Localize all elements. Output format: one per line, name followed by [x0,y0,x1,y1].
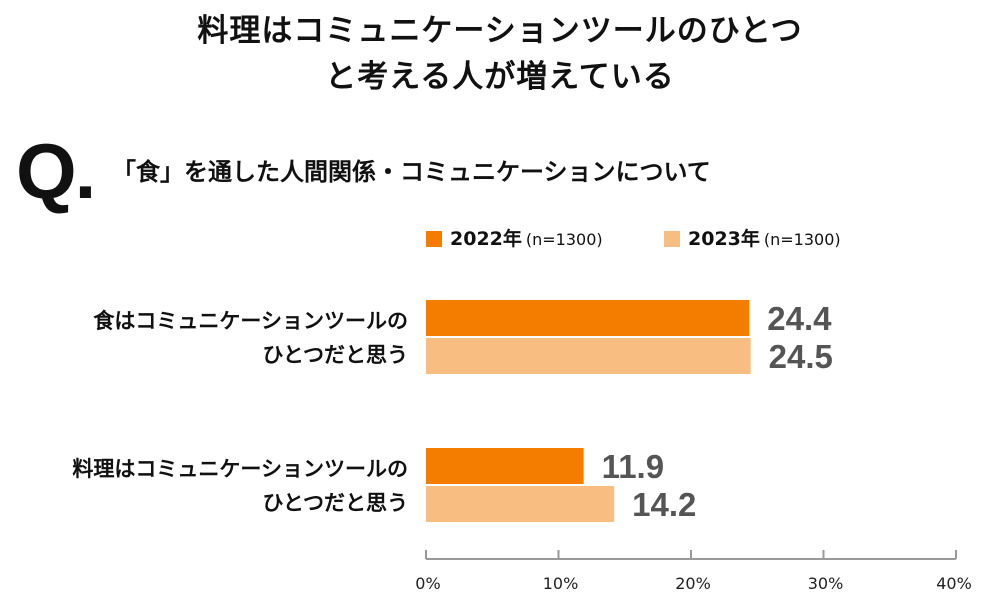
bar-cooking-2022 [426,448,584,484]
category-label-cooking-line-2: ひとつだと思う [262,491,408,515]
legend-item-2023: 2023年 (n=1300) [664,226,841,253]
question-mark: Q. [16,127,96,215]
value-label-cooking-2023: 14.2 [632,486,696,523]
legend-n-2022: (n=1300) [525,230,603,249]
category-label-food-line-2: ひとつだと思う [262,343,408,367]
bar-food-2022 [426,300,750,336]
value-label-food-2023: 24.5 [769,338,833,375]
x-tick-label-20: 20% [675,574,711,593]
x-tick-label-30: 30% [808,574,844,593]
value-label-cooking-2022: 11.9 [602,448,664,485]
question-text: 「食」を通した人間関係・コミュニケーションについて [112,158,711,186]
category-label-food-line-1: 食はコミュニケーションツールの [93,309,408,333]
chart-title: 料理はコミュニケーションツールのひとつ と考える人が増えている [0,8,1000,100]
legend-label-2023: 2023年 [688,228,760,250]
x-tick-label-0: 0% [415,574,440,593]
x-axis-ticks [425,550,957,559]
x-tick-label-40: 40% [936,574,972,593]
bar-cooking-2023 [426,486,615,522]
legend-swatch-2023 [664,231,680,247]
chart-title-line-1: 料理はコミュニケーションツールのひとつ [197,13,803,49]
category-label-cooking: 料理はコミュニケーションツールの ひとつだと思う [72,452,408,520]
legend-label-2022: 2022年 [450,228,522,250]
legend-item-2022: 2022年 (n=1300) [426,226,603,253]
category-label-food: 食はコミュニケーションツールの ひとつだと思う [93,304,408,372]
legend-swatch-2022 [426,231,442,247]
bar-food-2023 [426,338,751,374]
x-tick-label-10: 10% [543,574,579,593]
legend-n-2023: (n=1300) [763,230,841,249]
value-label-food-2022: 24.4 [767,300,832,337]
category-label-cooking-line-1: 料理はコミュニケーションツールの [72,457,408,481]
chart-title-line-2: と考える人が増えている [325,59,675,95]
